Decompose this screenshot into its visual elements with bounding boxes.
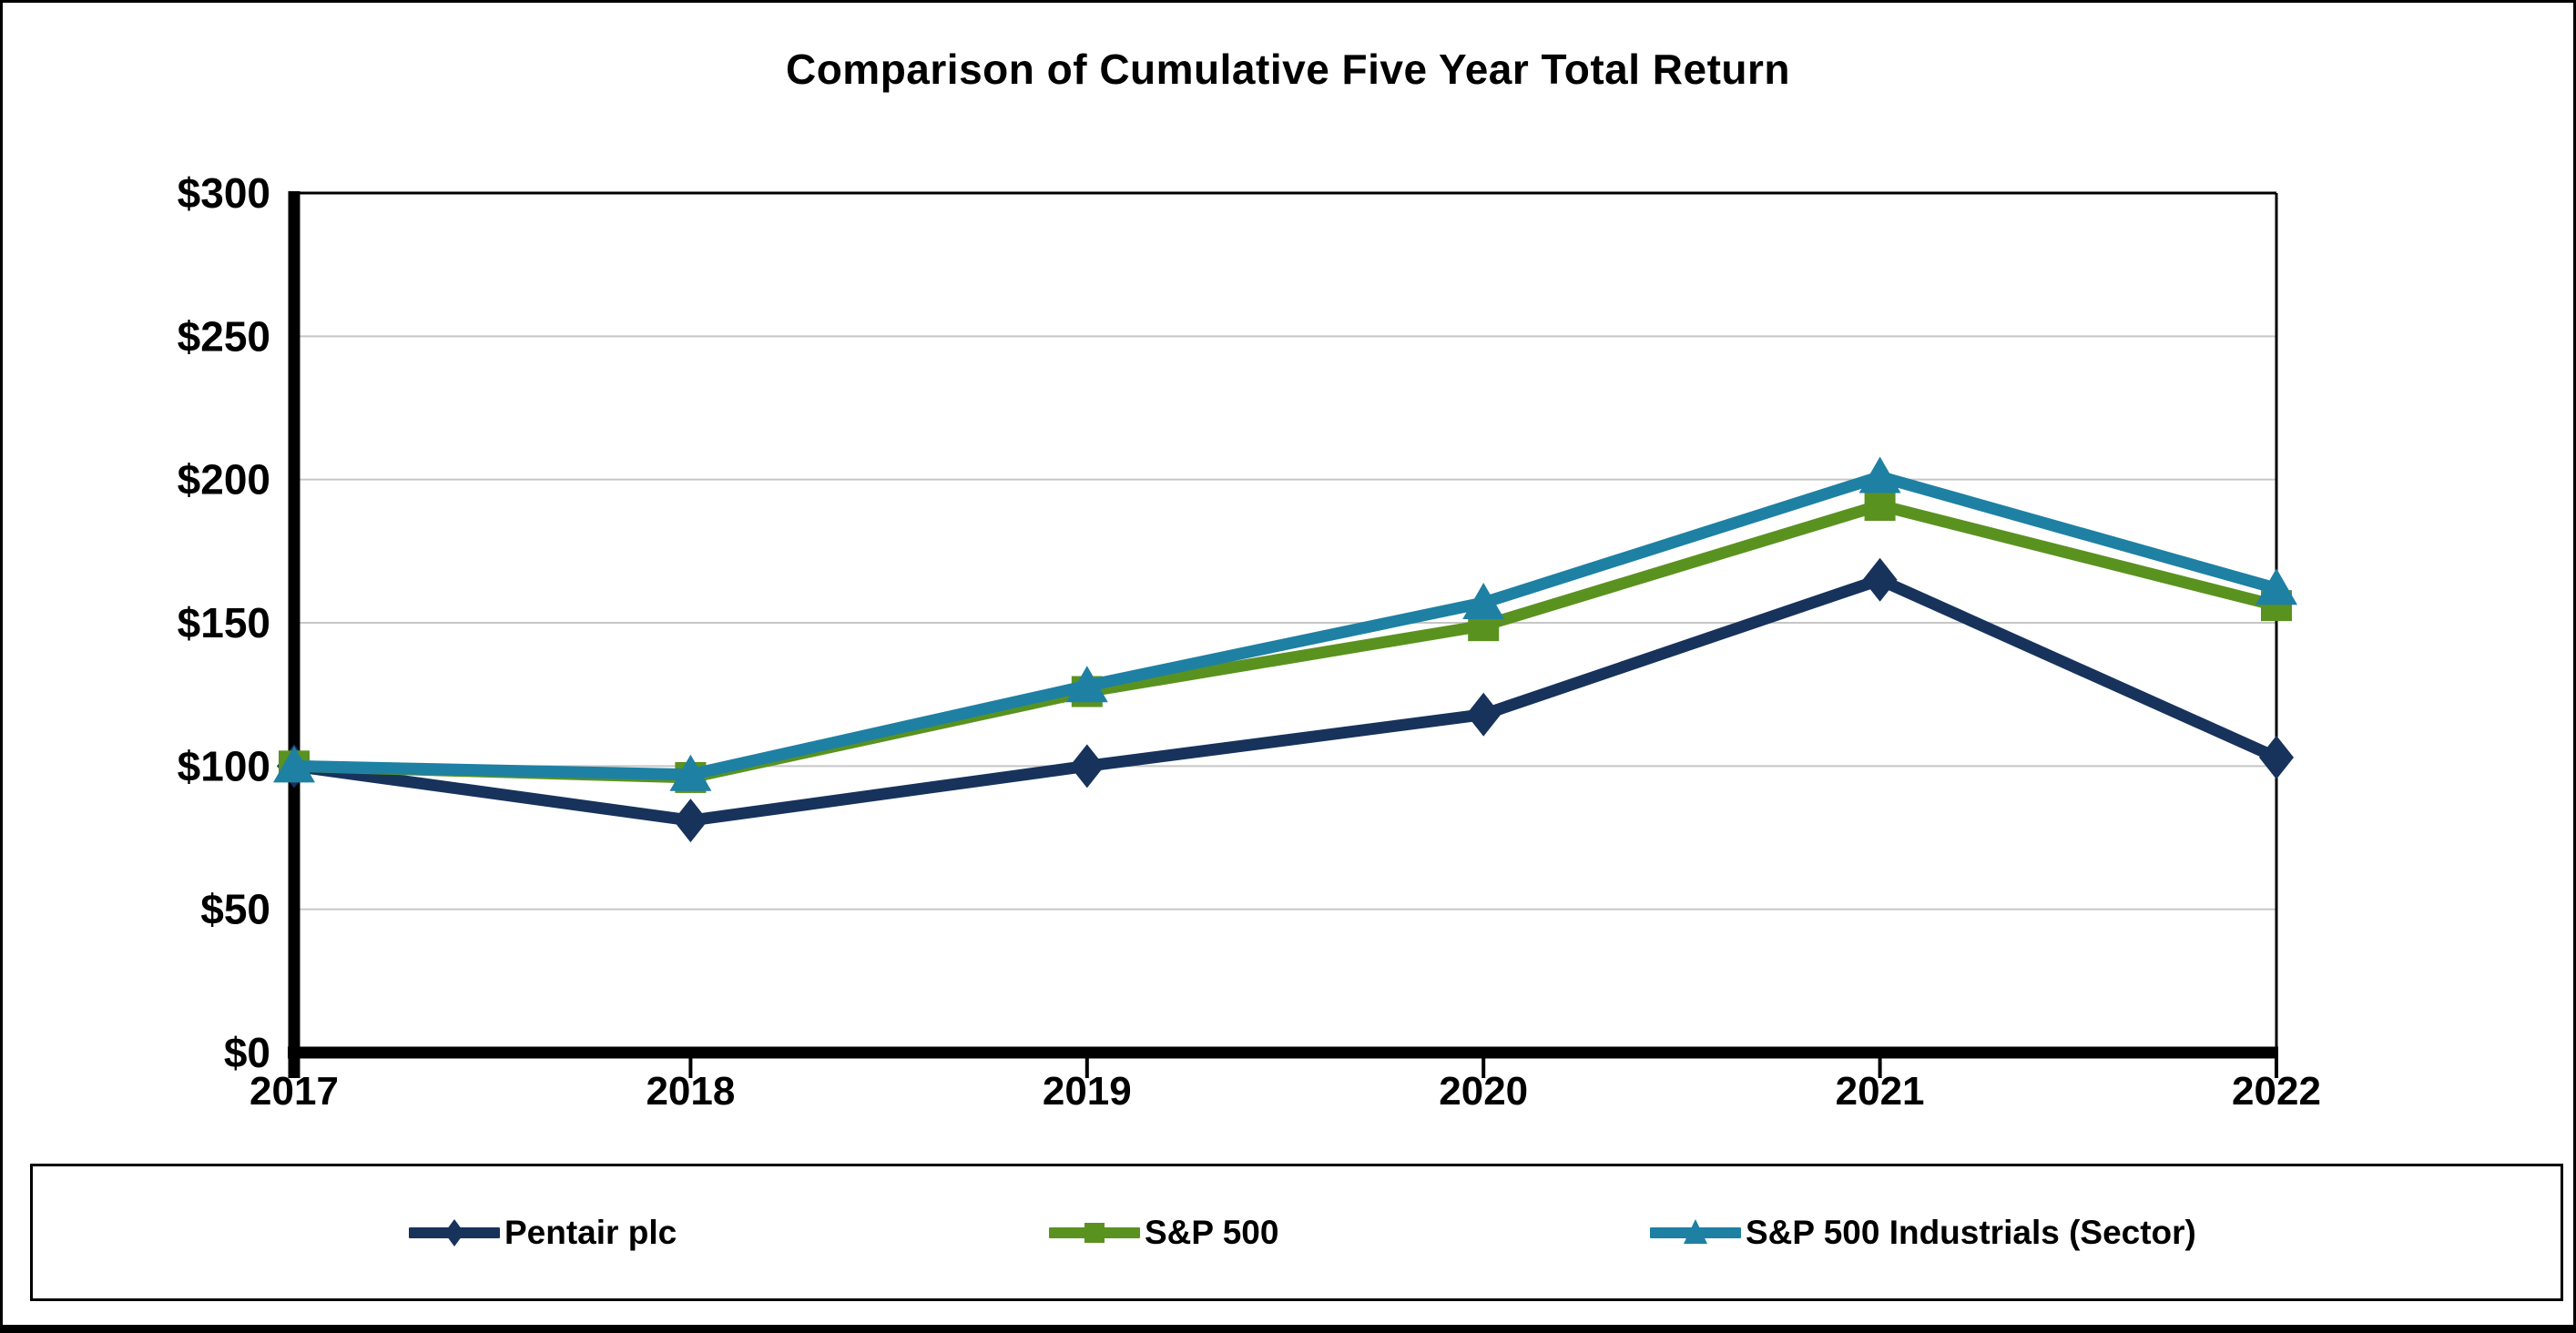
y-axis-tick-label: $300 <box>178 169 270 217</box>
y-axis-tick-label: $250 <box>178 312 270 360</box>
series-line-s-p-500-industrials-sector <box>288 471 2283 781</box>
chart-title: Comparison of Cumulative Five Year Total… <box>785 46 1791 93</box>
legend-item-s-p-500-industrials-sector: S&P 500 Industrials (Sector) <box>1650 1207 2196 1258</box>
y-axis-tick-label: $200 <box>178 456 270 504</box>
series-marker-s-p-500-2021 <box>1864 489 1896 521</box>
y-axis-tick-label: $50 <box>200 886 270 933</box>
x-axis-tick-label: 2017 <box>249 1069 339 1114</box>
legend-diamond-marker-icon <box>409 1218 500 1247</box>
legend-marker-shape <box>1684 1218 1707 1244</box>
series-marker-s-p-500-industrials-sector-2019 <box>1065 666 1108 703</box>
x-axis-tick-label: 2018 <box>646 1069 735 1114</box>
series-marker-s-p-500-industrials-sector-2021 <box>1858 456 1901 494</box>
legend-square-marker-icon <box>1049 1222 1140 1243</box>
x-axis-tick-label: 2022 <box>2232 1069 2321 1114</box>
series-marker-pentair-plc-2019 <box>1069 744 1105 789</box>
y-axis-tick-label: $0 <box>224 1029 270 1076</box>
x-axis-tick-label: 2020 <box>1439 1069 1528 1114</box>
legend-label-s-p-500-industrials-sector: S&P 500 Industrials (Sector) <box>1746 1213 2196 1251</box>
series-line-pentair-plc <box>288 574 2283 827</box>
legend-triangle-marker-icon <box>1650 1218 1741 1244</box>
y-axis-tick-label: $100 <box>178 742 270 789</box>
legend-box: Pentair plc S&P 500 S&P 500 Industrials (S… <box>30 1164 2563 1301</box>
legend-item-pentair-plc: Pentair plc <box>409 1207 677 1258</box>
legend-marker-shape <box>444 1218 464 1247</box>
legend-label-pentair-plc: Pentair plc <box>504 1213 677 1251</box>
series-marker-pentair-plc-2020 <box>1466 692 1502 737</box>
x-axis-tick-label: 2019 <box>1043 1069 1132 1114</box>
chart-plot-area: $0 $50 $100 $150 $200 $250 $300 2017 2018 2019 202… <box>178 169 2321 1114</box>
x-axis-tick-label: 2021 <box>1836 1069 1925 1114</box>
series-marker-pentair-plc-2022 <box>2259 735 2294 779</box>
series-marker-s-p-500-industrials-sector-2017 <box>273 746 315 783</box>
legend-marker-shape <box>1084 1222 1105 1243</box>
series-marker-s-p-500-industrials-sector-2018 <box>669 754 712 791</box>
legend-item-s-p-500: S&P 500 <box>1049 1207 1278 1258</box>
series-marker-s-p-500-industrials-sector-2022 <box>2255 568 2297 605</box>
series-marker-pentair-plc-2018 <box>673 799 708 843</box>
series-marker-s-p-500-industrials-sector-2020 <box>1462 582 1505 619</box>
legend-label-s-p-500: S&P 500 <box>1145 1213 1279 1251</box>
y-axis-tick-label: $150 <box>178 599 270 646</box>
series-marker-pentair-plc-2021 <box>1862 557 1898 602</box>
